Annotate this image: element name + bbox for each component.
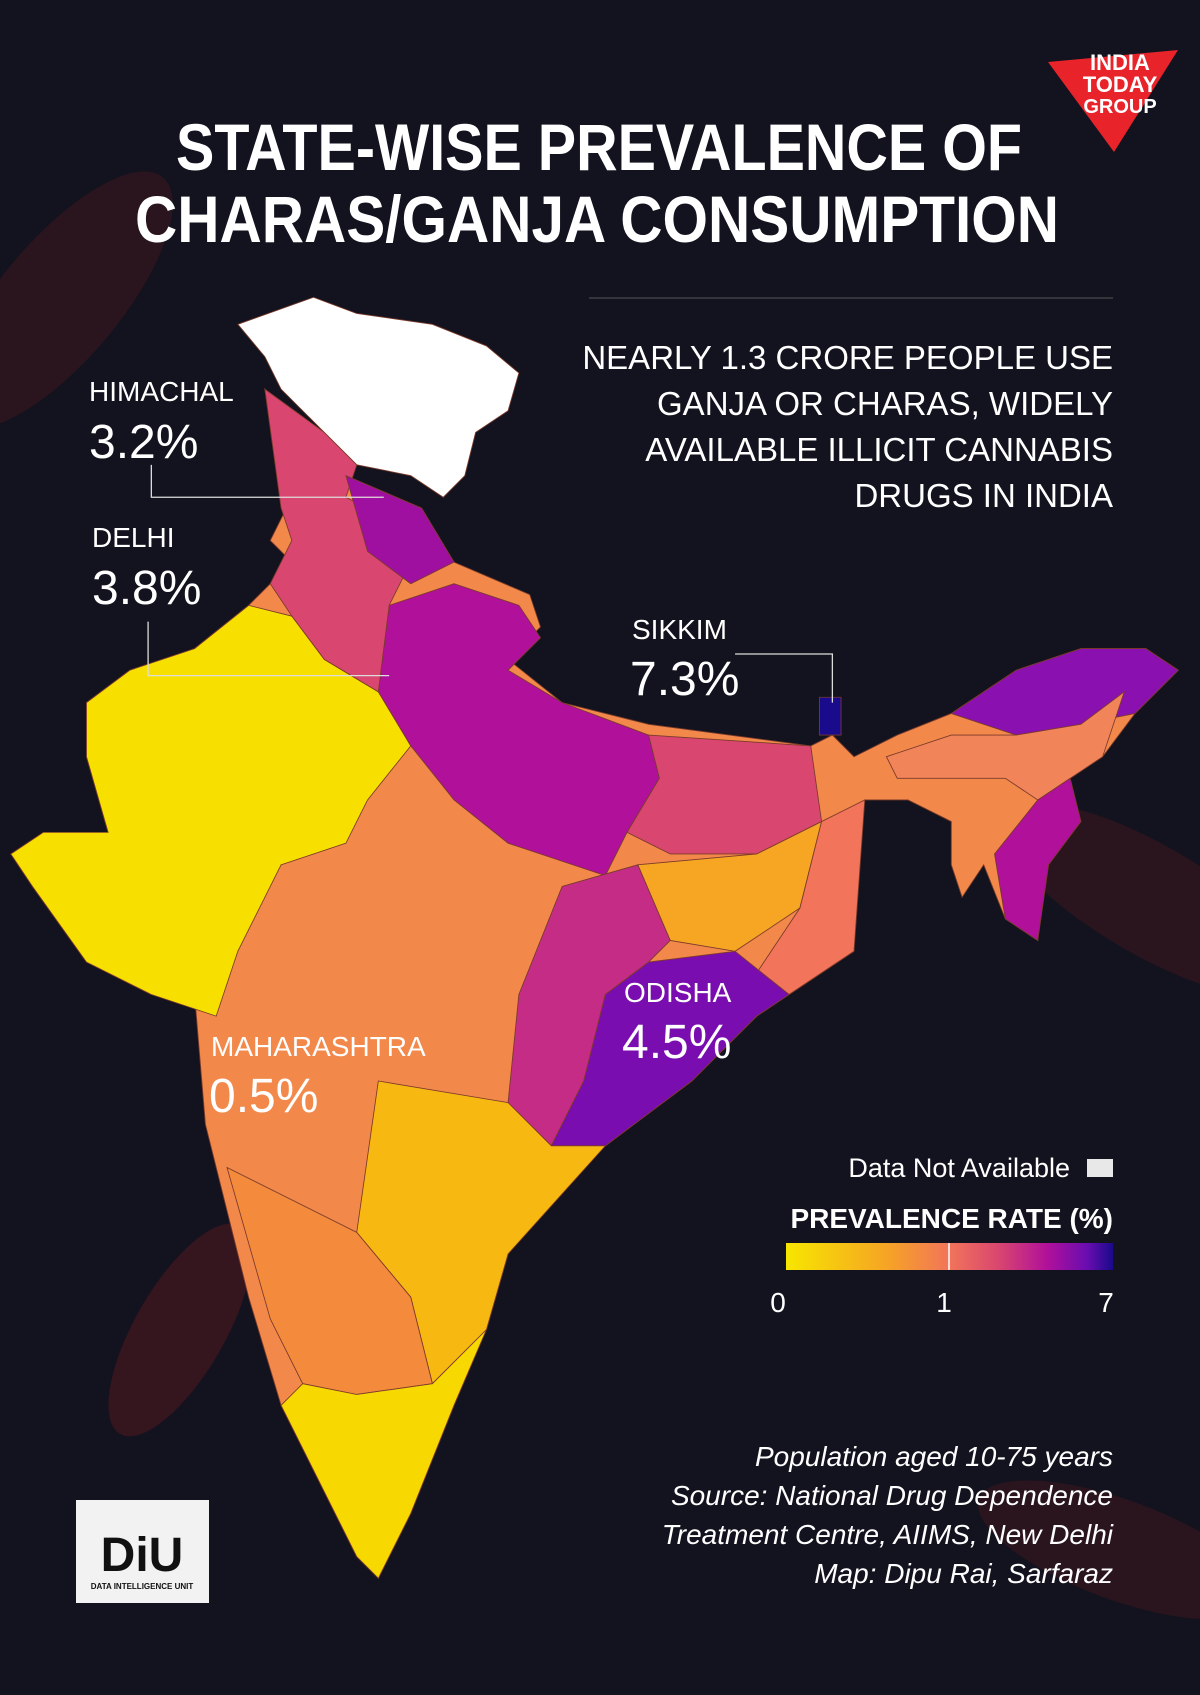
legend-tick: 7 bbox=[1098, 1287, 1114, 1318]
callout-value: 0.5% bbox=[209, 1070, 318, 1123]
leader-line bbox=[147, 621, 390, 677]
india-map bbox=[10, 296, 1179, 1579]
callout-name: SIKKIM bbox=[632, 614, 727, 645]
legend-tick: 0 bbox=[770, 1287, 786, 1318]
callout-name: DELHI bbox=[92, 522, 174, 553]
leader-line bbox=[150, 464, 384, 498]
callout-value: 3.8% bbox=[92, 562, 201, 615]
leader-line bbox=[735, 653, 834, 703]
region bbox=[550, 950, 790, 1147]
brand-text: GROUP bbox=[1083, 96, 1156, 118]
callout-value: 4.5% bbox=[622, 1016, 731, 1069]
subtitle: GANJA OR CHARAS, WIDELY bbox=[657, 385, 1113, 422]
subtitle: AVAILABLE ILLICIT CANNABIS bbox=[645, 431, 1113, 468]
brand-logo bbox=[1048, 50, 1178, 152]
note: Treatment Centre, AIIMS, New Delhi bbox=[662, 1519, 1114, 1550]
note: Source: National Drug Dependence bbox=[671, 1480, 1113, 1511]
diu-logo bbox=[76, 1500, 209, 1603]
region bbox=[345, 474, 455, 585]
title: CHARAS/GANJA CONSUMPTION bbox=[135, 182, 1059, 256]
region bbox=[280, 1329, 487, 1579]
region bbox=[994, 777, 1082, 942]
callout-value: 3.2% bbox=[89, 416, 198, 469]
diu-tagline: DATA INTELLIGENCE UNIT bbox=[91, 1582, 194, 1591]
note: Population aged 10-75 years bbox=[755, 1441, 1113, 1472]
title: STATE-WISE PREVALENCE OF bbox=[176, 110, 1022, 184]
diu-logo-text: DiU bbox=[101, 1529, 184, 1582]
callout-value: 7.3% bbox=[630, 653, 739, 706]
legend-tick: 1 bbox=[936, 1287, 952, 1318]
subtitle: DRUGS IN INDIA bbox=[854, 477, 1113, 514]
region bbox=[885, 690, 1126, 801]
region bbox=[264, 388, 412, 693]
region-na bbox=[237, 296, 520, 498]
region bbox=[818, 696, 842, 736]
brand-text: INDIA bbox=[1090, 50, 1150, 75]
callout-name: ODISHA bbox=[624, 977, 732, 1008]
note: Map: Dipu Rai, Sarfaraz bbox=[814, 1558, 1113, 1589]
legend-na-label: Data Not Available bbox=[848, 1153, 1070, 1183]
legend-title: PREVALENCE RATE (%) bbox=[790, 1203, 1113, 1234]
brand-text: TODAY bbox=[1083, 72, 1158, 97]
callout-name: MAHARASHTRA bbox=[211, 1031, 426, 1062]
region bbox=[626, 734, 823, 855]
subtitle: NEARLY 1.3 CRORE PEOPLE USE bbox=[582, 339, 1113, 376]
decor-leaves bbox=[0, 171, 1200, 1620]
legend-na-swatch bbox=[1087, 1159, 1113, 1177]
callout-name: HIMACHAL bbox=[89, 376, 234, 407]
